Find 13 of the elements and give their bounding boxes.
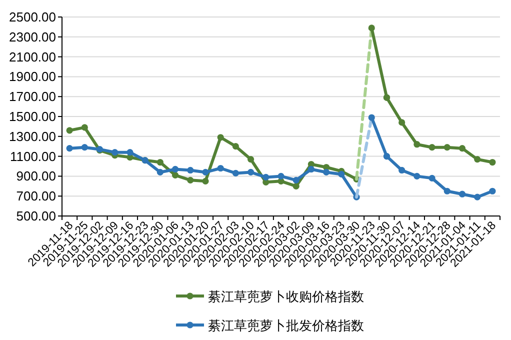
y-tick-label: 500.00 — [16, 208, 56, 224]
legend-label: 綦江草蔸萝卜批发价格指数 — [208, 318, 364, 333]
y-tick-label: 900.00 — [16, 168, 56, 184]
legend-label: 綦江草蔸萝卜收购价格指数 — [208, 289, 364, 304]
y-tick-label: 1500.00 — [9, 109, 56, 124]
y-tick-label: 2100.00 — [9, 49, 56, 64]
y-tick-label: 1300.00 — [9, 128, 56, 144]
y-tick-label: 1700.00 — [9, 89, 56, 104]
y-tick-label: 2500.00 — [9, 10, 56, 24]
y-tick-label: 1100.00 — [10, 148, 56, 164]
y-tick-label: 2300.00 — [9, 29, 56, 44]
y-tick-label: 700.00 — [16, 188, 56, 204]
y-tick-label: 1900.00 — [9, 69, 56, 84]
